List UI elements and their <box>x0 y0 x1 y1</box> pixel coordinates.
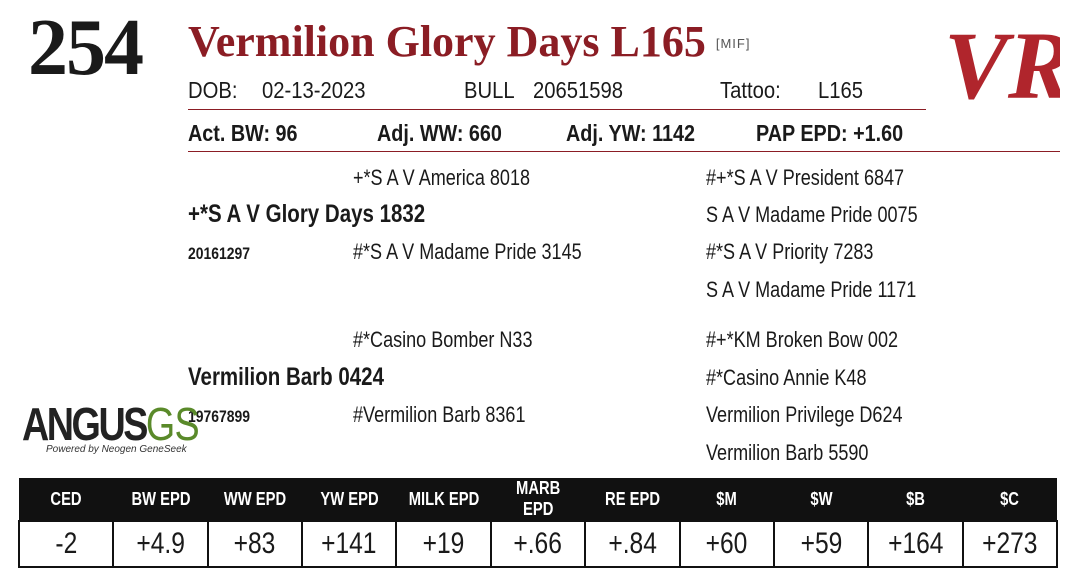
angus-gs-tagline: Powered by Neogen GeneSeek <box>46 444 187 455</box>
epd-table: CED BW EPD WW EPD YW EPD MILK EPD MARB E… <box>17 478 1059 568</box>
epd-header: $B <box>868 478 963 521</box>
epd-value: +164 <box>867 520 964 568</box>
adjusted-weaning-weight: Adj. WW: 660 <box>377 120 502 146</box>
sire-sire-dam: S A V Madame Pride 0075 <box>706 202 918 227</box>
angus-gs-logo: ANGUSGS Powered by Neogen GeneSeek <box>22 400 238 455</box>
sire-registration: 20161297 <box>188 244 251 263</box>
epd-header: WW EPD <box>207 478 303 521</box>
dam-sire-dam: #*Casino Annie K48 <box>706 365 867 390</box>
epd-header: BW EPD <box>113 478 208 521</box>
pap-epd: PAP EPD: +1.60 <box>756 120 904 146</box>
dob-label: DOB: <box>188 77 238 103</box>
epd-value: +273 <box>961 520 1059 568</box>
angus-gs-wordmark: ANGUSGS <box>22 398 200 450</box>
epd-header: $W <box>773 478 869 521</box>
tattoo-label: Tattoo: <box>720 77 781 103</box>
epd-header: $C <box>962 478 1057 521</box>
sire-dam-sire: #*S A V Priority 7283 <box>706 239 874 264</box>
dam-dam-sire: Vermilion Privilege D624 <box>706 402 903 427</box>
epd-header: $M <box>679 478 774 521</box>
sire: +*S A V Glory Days 1832 <box>188 200 426 228</box>
epd-header: MARB EPD <box>490 478 586 521</box>
title-tag: [MIF] <box>715 36 751 51</box>
epd-value: +.66 <box>489 520 587 568</box>
epd-value: +59 <box>772 520 870 568</box>
epd-value: +141 <box>301 520 398 568</box>
dam-dam: #Vermilion Barb 8361 <box>353 402 526 427</box>
epd-header: CED <box>19 478 114 521</box>
epd-value: -2 <box>17 520 115 568</box>
dam-registration: 19767899 <box>188 407 251 426</box>
angus-word: ANGUS <box>22 398 148 450</box>
lot-number: 254 <box>28 4 144 92</box>
gs-word: GS <box>145 398 200 450</box>
divider-stats <box>188 151 1060 152</box>
registration-number: 20651598 <box>533 77 624 103</box>
adjusted-yearling-weight: Adj. YW: 1142 <box>566 120 695 146</box>
sire-dam-dam: S A V Madame Pride 1171 <box>706 277 917 302</box>
vr-brand-text: VR <box>944 12 1060 114</box>
epd-value: +.84 <box>584 520 681 568</box>
epd-header: MILK EPD <box>396 478 491 521</box>
dam: Vermilion Barb 0424 <box>188 363 384 391</box>
epd-value-row: -2 +4.9 +83 +141 +19 +.66 +.84 +60 +59 +… <box>17 520 1059 568</box>
epd-value: +19 <box>395 520 492 568</box>
dam-dam-dam: Vermilion Barb 5590 <box>706 440 869 465</box>
animal-name-text: Vermilion Glory Days L165 <box>188 17 706 66</box>
epd-header-row: CED BW EPD WW EPD YW EPD MILK EPD MARB E… <box>19 478 1057 521</box>
animal-name: Vermilion Glory Days L165 [MIF] <box>188 16 750 70</box>
vr-brand-logo: VR <box>944 12 1060 114</box>
sire-dam: #*S A V Madame Pride 3145 <box>353 239 582 264</box>
tattoo-value: L165 <box>818 77 864 103</box>
dob-value: 02-13-2023 <box>262 77 366 103</box>
sire-sire: +*S A V America 8018 <box>353 165 531 190</box>
divider-top <box>188 109 926 110</box>
epd-value: +83 <box>206 520 304 568</box>
epd-value: +4.9 <box>112 520 209 568</box>
sire-sire-sire: #+*S A V President 6847 <box>706 165 905 190</box>
epd-header: YW EPD <box>302 478 397 521</box>
sex-value: BULL <box>464 77 515 103</box>
dam-sire-sire: #+*KM Broken Bow 002 <box>706 327 899 352</box>
epd-header: RE EPD <box>585 478 680 521</box>
epd-value: +60 <box>678 520 775 568</box>
actual-birth-weight: Act. BW: 96 <box>188 120 298 146</box>
dam-sire: #*Casino Bomber N33 <box>353 327 533 352</box>
